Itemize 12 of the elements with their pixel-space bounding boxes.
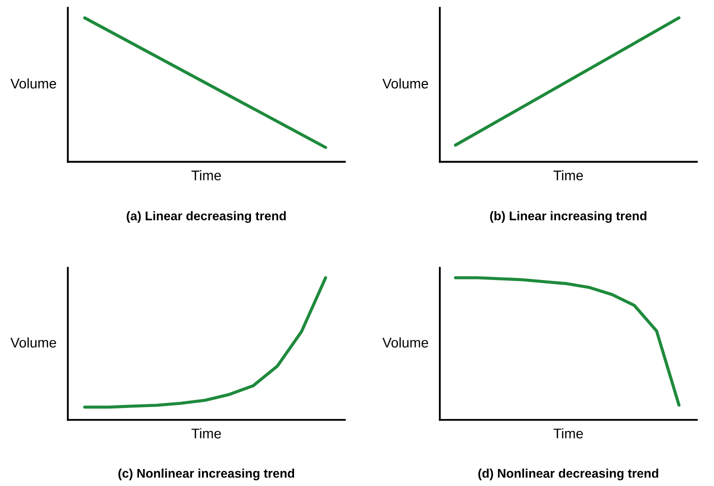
x-axis-title: Time bbox=[191, 428, 221, 438]
x-axis-title: Time bbox=[553, 170, 583, 180]
text: (c) Nonlinear increasing trend bbox=[118, 468, 294, 480]
x-axis-title: Time bbox=[191, 170, 221, 180]
x-axis-title: Time bbox=[553, 428, 583, 438]
text: (a) Linear decreasing trend bbox=[126, 211, 286, 223]
y-axis-title: Volume bbox=[10, 337, 56, 348]
text: (b) Linear increasing trend bbox=[490, 211, 646, 223]
text: (d) Nonlinear decreasing trend bbox=[478, 468, 658, 480]
y-axis-title: Volume bbox=[10, 78, 56, 89]
y-axis-title: Volume bbox=[382, 78, 428, 89]
y-axis-title: Volume bbox=[382, 337, 428, 348]
